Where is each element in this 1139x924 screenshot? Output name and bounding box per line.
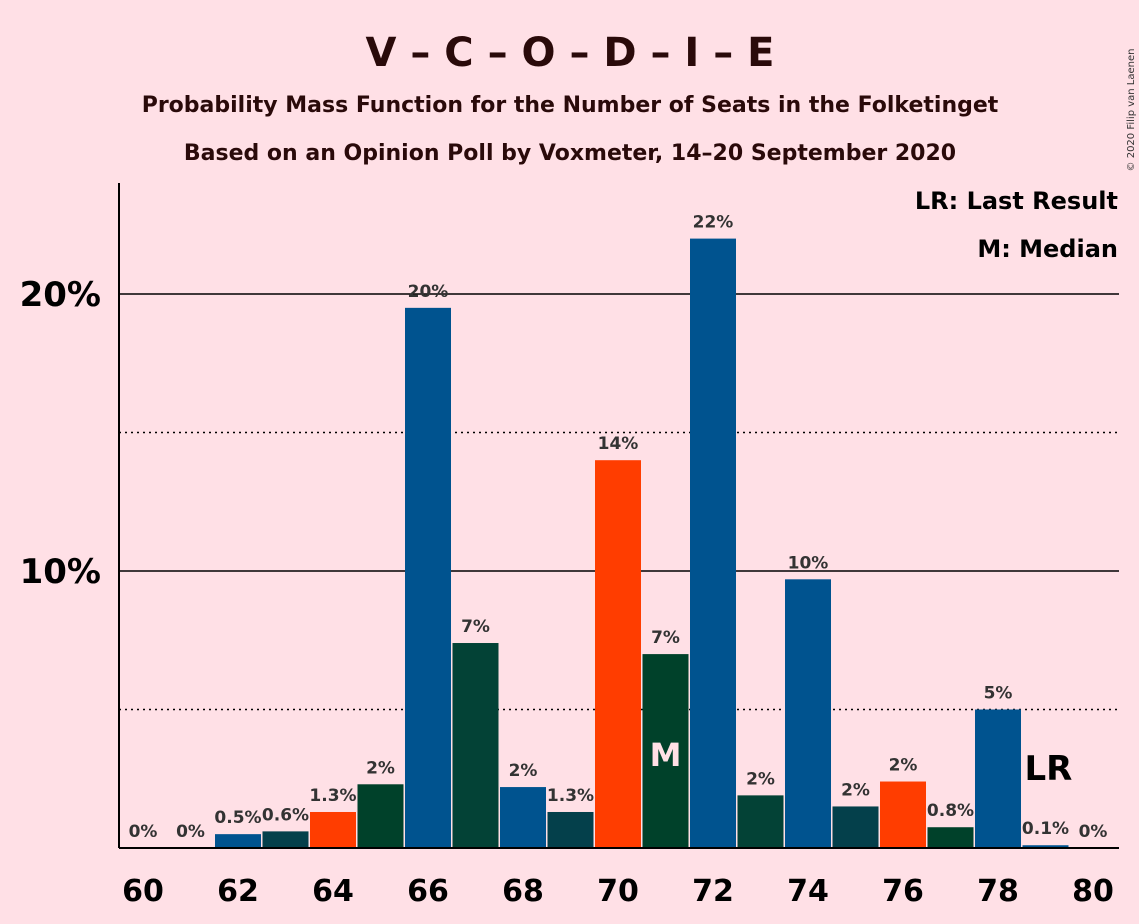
bar-62 bbox=[215, 834, 261, 848]
data-label-66: 20% bbox=[408, 282, 449, 302]
chart-title: V – C – O – D – I – E bbox=[366, 30, 775, 76]
median-marker: M bbox=[650, 736, 682, 774]
x-tick-80: 80 bbox=[1072, 874, 1114, 909]
last-result-marker: LR bbox=[1025, 749, 1073, 789]
bar-76 bbox=[880, 781, 926, 848]
bar-72 bbox=[690, 238, 736, 849]
copyright-notice: © 2020 Filip van Laenen bbox=[1126, 49, 1137, 172]
data-label-61: 0% bbox=[176, 822, 205, 842]
bar-77 bbox=[927, 827, 974, 848]
data-label-67: 7% bbox=[461, 617, 490, 637]
x-tick-76: 76 bbox=[882, 874, 924, 909]
data-label-72: 22% bbox=[693, 213, 734, 233]
x-tick-62: 62 bbox=[217, 874, 259, 909]
bar-69 bbox=[547, 811, 594, 848]
y-tick-10: 10% bbox=[20, 552, 101, 592]
data-label-75: 2% bbox=[841, 780, 870, 800]
data-label-71: 7% bbox=[651, 628, 680, 648]
x-tick-74: 74 bbox=[787, 874, 829, 909]
bar-64 bbox=[310, 811, 356, 848]
bar-75 bbox=[832, 806, 879, 848]
x-tick-72: 72 bbox=[692, 874, 734, 909]
data-label-63: 0.6% bbox=[262, 805, 309, 825]
data-label-74: 10% bbox=[788, 553, 829, 573]
bar-79 bbox=[1022, 845, 1069, 848]
data-label-70: 14% bbox=[598, 434, 639, 454]
y-tick-20: 20% bbox=[20, 275, 101, 315]
data-labels: 0% 0%0.5% 0.6%1.3%2%20%7%2%1.3%14%7%22%2%1… bbox=[129, 213, 1108, 842]
data-label-68: 2% bbox=[509, 761, 538, 781]
x-tick-68: 68 bbox=[502, 874, 544, 909]
bar-66 bbox=[405, 307, 451, 849]
bar-73 bbox=[737, 795, 784, 848]
bars bbox=[215, 238, 1069, 849]
data-label-60: 0% bbox=[129, 822, 158, 842]
legend-last-result: LR: Last Result bbox=[915, 187, 1118, 215]
x-tick-70: 70 bbox=[597, 874, 639, 909]
data-label-69: 1.3% bbox=[547, 786, 594, 806]
bar-67 bbox=[452, 643, 499, 848]
legend-median: M: Median bbox=[977, 235, 1118, 263]
data-label-80: 0% bbox=[1079, 822, 1108, 842]
data-label-62: 0.5% bbox=[214, 808, 261, 828]
chart-subtitle-1: Probability Mass Function for the Number… bbox=[142, 93, 999, 118]
data-label-64: 1.3% bbox=[309, 786, 356, 806]
bar-74 bbox=[785, 579, 831, 848]
data-label-77: 0.8% bbox=[927, 801, 974, 821]
bar-63 bbox=[262, 831, 309, 848]
data-label-65: 2% bbox=[366, 758, 395, 778]
data-label-73: 2% bbox=[746, 769, 775, 789]
bar-71 bbox=[642, 654, 689, 848]
x-tick-60: 60 bbox=[122, 874, 164, 909]
data-label-78: 5% bbox=[984, 684, 1013, 704]
bar-70 bbox=[595, 460, 641, 848]
x-tick-66: 66 bbox=[407, 874, 449, 909]
x-tick-64: 64 bbox=[312, 874, 354, 909]
bar-78 bbox=[975, 709, 1021, 848]
bar-65 bbox=[357, 784, 404, 848]
data-label-79: 0.1% bbox=[1022, 819, 1069, 839]
bar-68 bbox=[500, 787, 546, 848]
data-label-76: 2% bbox=[889, 756, 918, 776]
y-tick-labels: 10% 20% bbox=[20, 275, 101, 592]
x-tick-78: 78 bbox=[977, 874, 1019, 909]
x-tick-labels: 60 62 64 66 68 70 72 74 76 78 80 bbox=[122, 874, 1114, 909]
chart-subtitle-2: Based on an Opinion Poll by Voxmeter, 14… bbox=[184, 141, 956, 166]
